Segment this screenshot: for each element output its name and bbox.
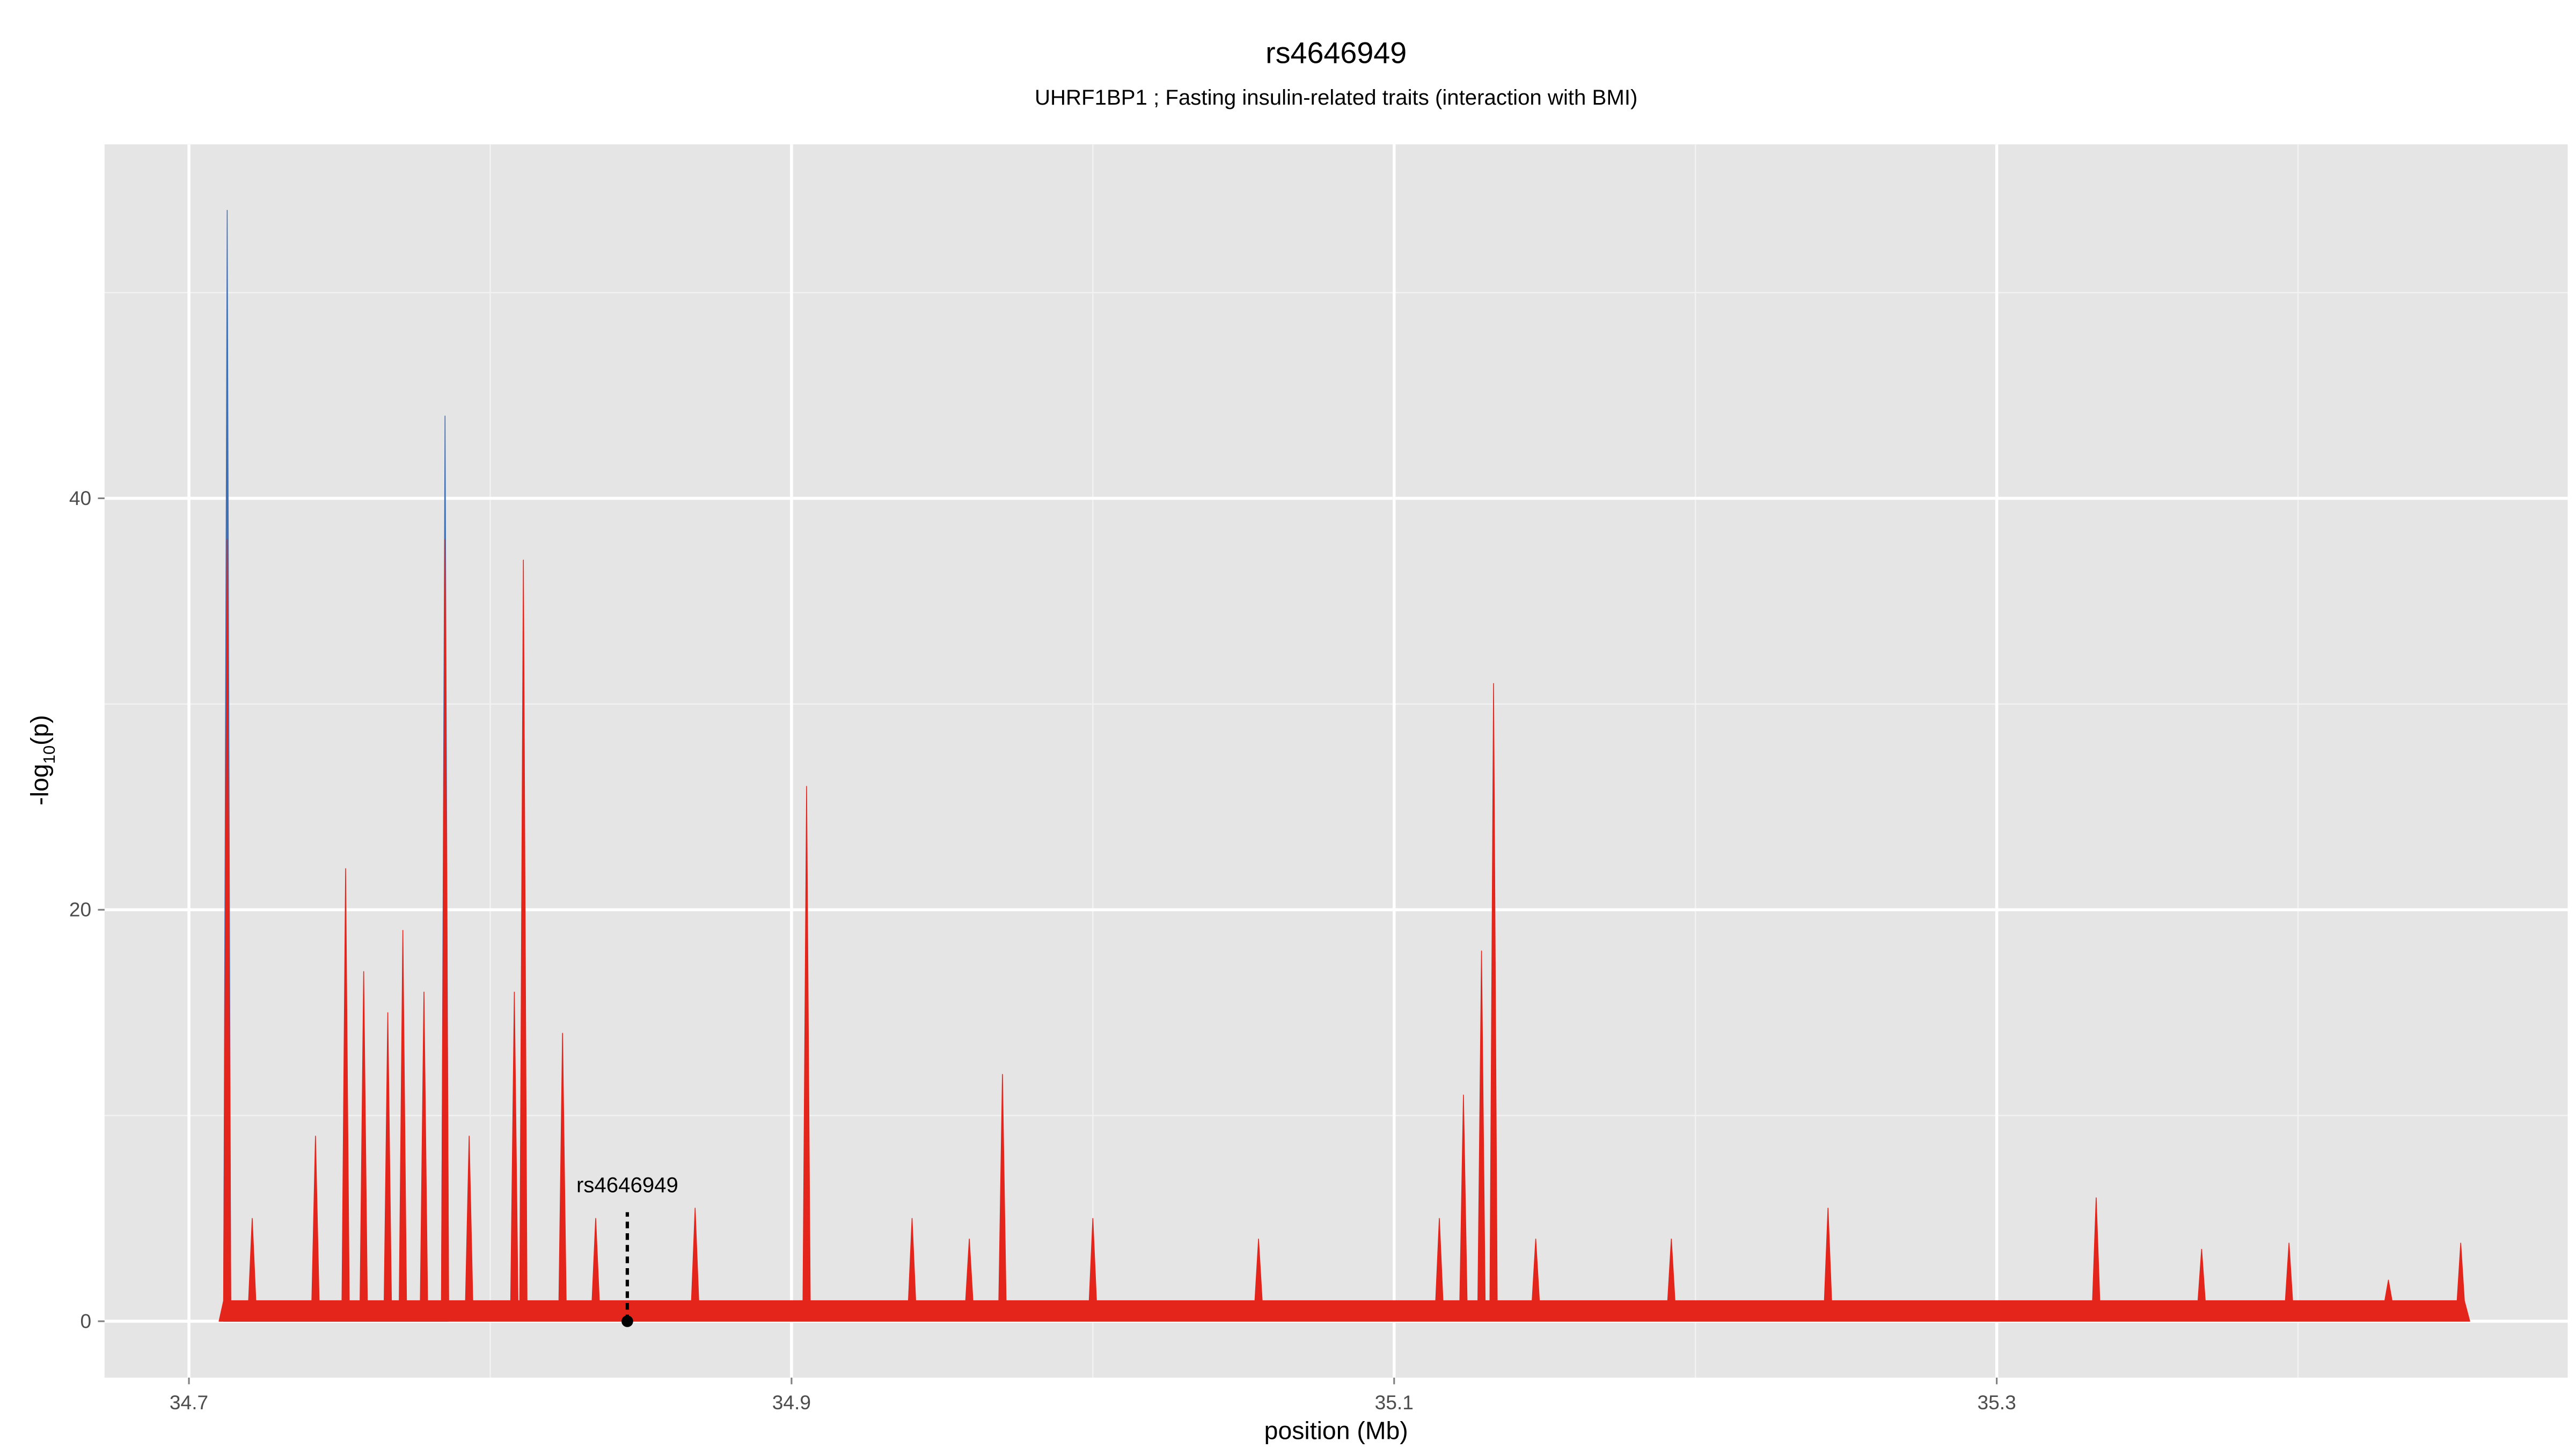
area [218,539,2470,1322]
y-axis-title: -log10(p) [26,715,58,805]
x-axis-title: position (Mb) [1264,1416,1408,1444]
y-tick-label: 20 [69,898,91,921]
y-axis-title-part: -log [26,764,54,805]
x-tick-label: 34.9 [772,1391,811,1414]
x-tick-label: 35.1 [1375,1391,1414,1414]
chart-title: rs4646949 [1265,36,1407,70]
chart-subtitle: UHRF1BP1 ; Fasting insulin-related trait… [1035,85,1637,109]
y-tick-label: 40 [69,487,91,509]
annotation-label: rs4646949 [576,1173,678,1197]
y-tick-label: 0 [80,1309,91,1332]
plot-panel [104,144,2568,1378]
annotation-point [621,1315,633,1327]
y-axis-title-part: (p) [26,715,54,745]
x-tick-label: 35.3 [1978,1391,2016,1414]
x-tick-label: 34.7 [170,1391,208,1414]
y-axis-title-sub: 10 [40,745,58,764]
